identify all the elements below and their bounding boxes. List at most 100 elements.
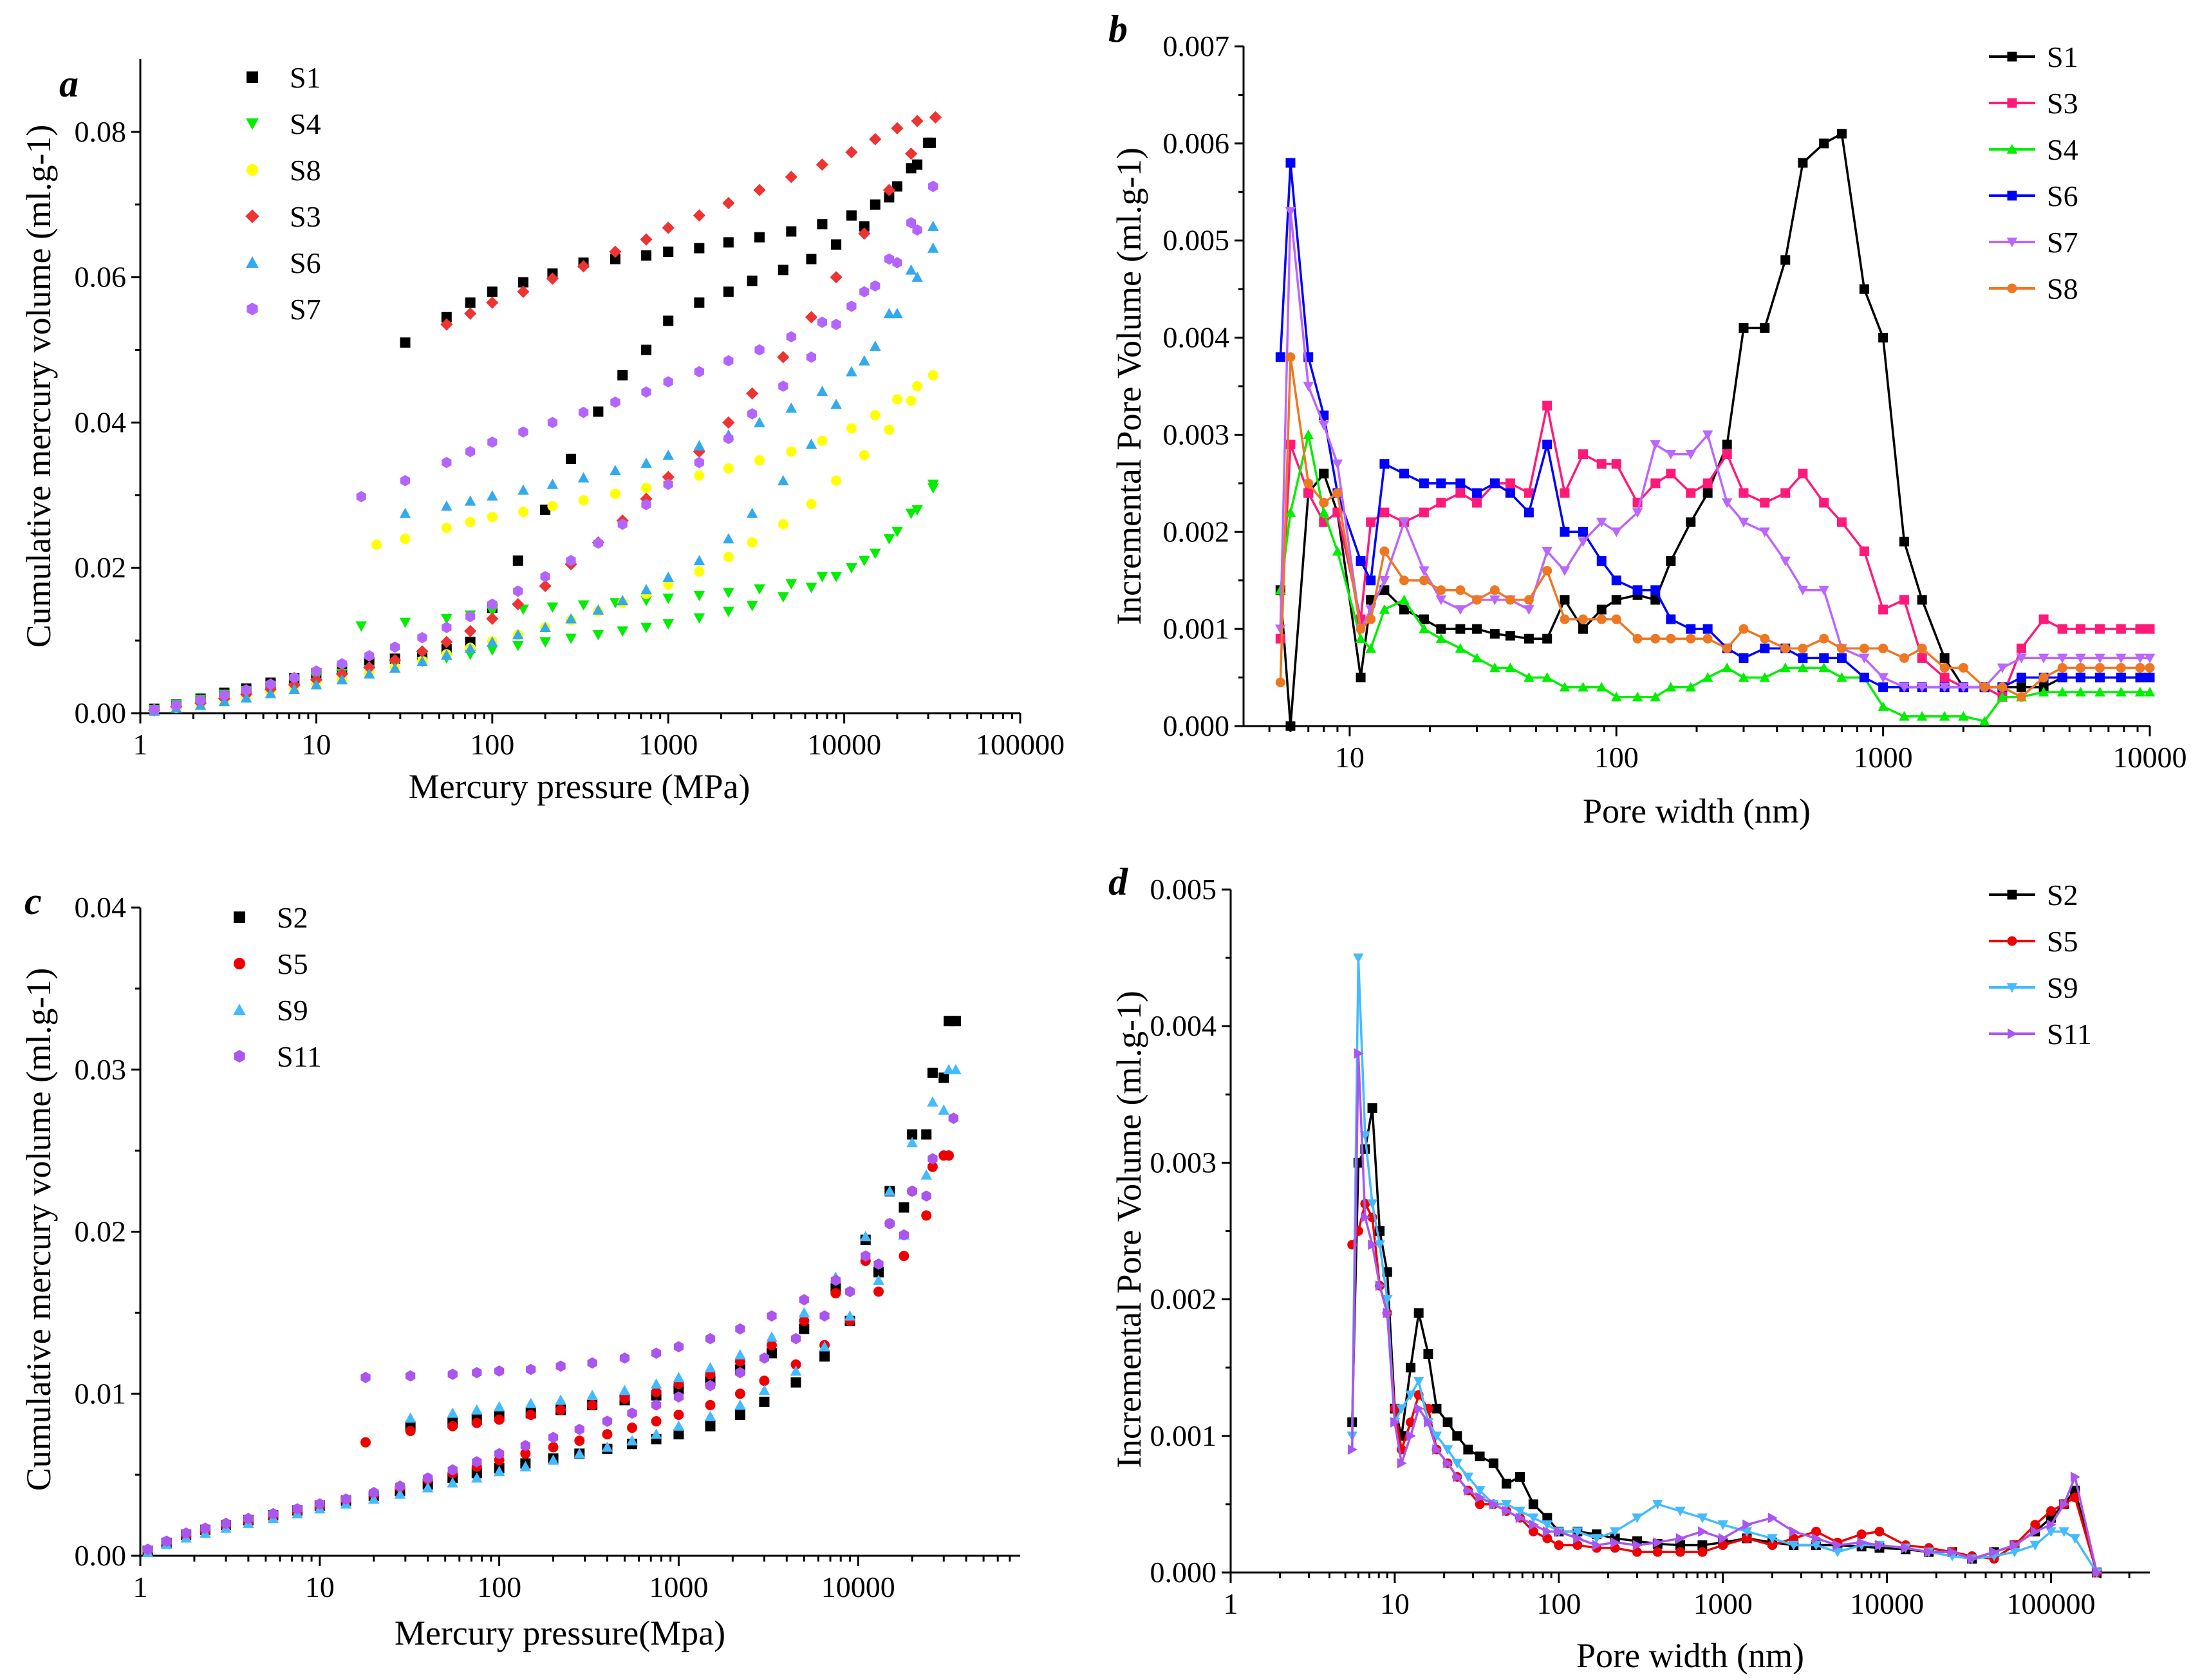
x-axis-title: Pore width (nm) [1583,792,1811,830]
data-point [1436,478,1446,489]
data-point [265,687,277,698]
data-point [1916,711,1928,721]
legend-label: S8 [2047,272,2078,305]
data-point [1939,673,1950,683]
data-point [1528,1499,1538,1509]
data-point [2116,673,2126,683]
data-point [1442,1417,1453,1428]
data-point [1722,440,1732,450]
series-S7 [149,180,938,716]
data-point [844,1310,856,1321]
data-point [884,1185,896,1196]
data-point [1399,575,1409,586]
legend-marker [246,118,259,130]
data-point [1780,556,1791,566]
data-point [610,465,621,476]
x-tick-label: 10000 [807,728,881,761]
data-point [1435,633,1447,643]
data-point [798,1307,810,1318]
data-point [2144,653,2156,664]
data-point [586,1389,598,1400]
x-tick-label: 100000 [976,728,1065,761]
data-point [1767,1534,1778,1544]
data-point [1542,566,1552,576]
data-point [786,226,797,237]
data-point [1596,556,1607,566]
data-point [1375,1280,1385,1291]
data-point [831,319,841,330]
x-tick-label: 100 [477,1571,521,1603]
data-point [602,1415,613,1427]
data-point [1419,575,1429,586]
data-point [870,410,881,421]
data-point [723,286,734,297]
data-point [2010,1540,2020,1551]
series-S11 [1347,1048,2102,1578]
data-point [181,1527,191,1539]
data-point [790,1359,801,1370]
data-point [1355,633,1366,643]
data-point [927,483,939,494]
data-point [777,474,789,485]
data-point [2059,1498,2069,1510]
data-point [2145,624,2155,634]
data-point [1431,1403,1442,1414]
data-point [1818,586,1829,596]
data-point [394,1488,406,1499]
data-point [2135,662,2145,673]
data-point [465,611,476,622]
data-point [790,1377,801,1388]
x-tick-label: 1000 [1854,741,1913,774]
legend-marker [2006,238,2018,248]
data-point [734,1409,745,1420]
data-point [723,237,734,248]
series-line [1350,1053,2098,1573]
data-point [1798,158,1808,168]
data-point [1442,1445,1453,1455]
data-point [2038,686,2049,696]
data-point [734,1399,746,1410]
data-point [1632,633,1643,644]
y-axis-title: Incremental Pore Volume (ml.g-1) [1110,991,1148,1468]
y-tick-label: 0.002 [1150,1283,1217,1316]
data-point [1573,1533,1583,1544]
data-point [1419,507,1429,518]
series-S8 [1275,352,2155,702]
data-point [1650,691,1661,702]
data-point [1303,478,1314,489]
data-point [1818,662,1829,673]
data-point [1396,1404,1407,1414]
data-point [1472,488,1482,498]
data-point [1780,643,1791,653]
data-point [1833,1540,1843,1551]
data-point [1632,508,1643,518]
data-point [806,254,817,265]
data-point [1591,1534,1602,1544]
data-point [363,661,376,674]
data-point [1475,1499,1485,1509]
data-point [1859,643,1869,653]
data-point [882,183,895,196]
data-point [1875,1540,1885,1551]
data-point [1515,1506,1525,1517]
data-point [1303,382,1314,392]
data-point [723,463,734,474]
y-tick-label: 0.02 [75,1215,127,1248]
data-point [2135,673,2145,683]
data-point [627,1423,638,1433]
data-point [884,253,895,265]
data-point [651,1416,662,1427]
data-point [705,1332,716,1345]
data-point [2094,653,2105,664]
data-point [785,402,797,413]
data-point [704,1410,716,1421]
data-point [2145,662,2155,673]
data-point [1739,624,1749,634]
data-point [1675,1547,1686,1557]
data-point [1285,507,1296,517]
data-point [1675,1540,1686,1551]
data-point [1878,604,1888,615]
data-point [673,1372,685,1383]
data-point [693,555,705,566]
data-point [1958,711,1969,721]
